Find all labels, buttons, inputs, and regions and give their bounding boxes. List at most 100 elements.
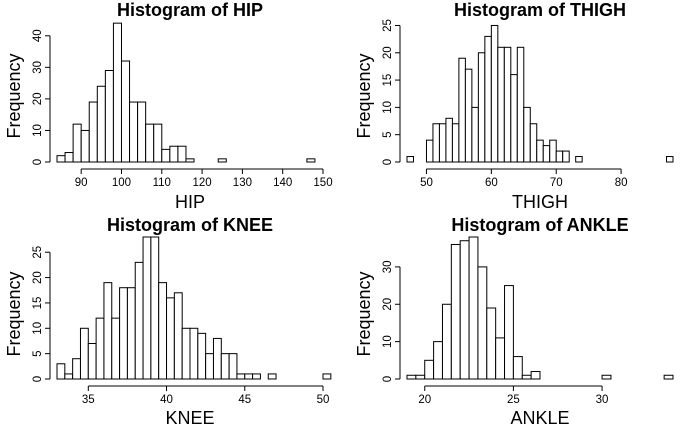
histogram-bar (510, 74, 518, 163)
y-tick-label: 40 (32, 29, 44, 42)
y-tick-label: 25 (32, 246, 44, 259)
histogram-bar (666, 156, 674, 163)
x-tick-label: 100 (112, 177, 131, 189)
histogram-bar (322, 373, 332, 380)
histogram-bar (189, 327, 199, 380)
panel-knee: Histogram of KNEE KNEE Frequency 35 40 45 5… (4, 215, 332, 428)
histogram-bar (244, 373, 254, 380)
x-tick-label: 45 (238, 394, 251, 406)
x-axis-label: HIP (175, 192, 205, 212)
histogram-bar (129, 101, 139, 163)
x-axis-label: ANKLE (510, 408, 569, 428)
y-tick-label: 15 (32, 297, 44, 310)
y-axis: 0 10 20 30 40 (32, 29, 51, 165)
chart-title: Histogram of THIGH (454, 0, 626, 20)
histogram-bar (490, 24, 499, 163)
y-tick-label: 20 (32, 271, 44, 284)
histogram-bar (529, 123, 538, 163)
histogram-bar (575, 156, 583, 163)
histogram-bar (432, 123, 440, 163)
histogram-bar (425, 139, 434, 163)
bars (56, 22, 316, 163)
histogram-bar (406, 374, 417, 380)
x-tick-label: 150 (313, 177, 332, 189)
histogram-bar (438, 123, 447, 163)
histogram-bar (236, 373, 246, 380)
y-tick-label: 10 (32, 124, 44, 137)
panel-ankle: Histogram of ANKLE ANKLE Frequency 20 25 3… (354, 215, 674, 428)
histogram-bar (536, 139, 544, 163)
x-tick-label: 130 (233, 177, 252, 189)
y-axis-label: Frequency (354, 53, 374, 138)
histogram-bar (145, 123, 155, 163)
x-axis: 35 40 45 50 (82, 385, 329, 406)
histogram-bar (306, 158, 316, 163)
x-axis: 20 25 30 (418, 385, 609, 406)
panel-thigh: Histogram of THIGH THIGH Frequency 50 60 7… (354, 0, 674, 212)
histogram-bar (458, 57, 466, 163)
histogram-bar (464, 68, 473, 163)
histogram-bar (185, 158, 195, 163)
chart-title: Histogram of KNEE (107, 215, 273, 235)
y-tick-label: 20 (32, 92, 44, 105)
histogram-bar (169, 145, 179, 163)
histogram-bar (562, 150, 570, 163)
x-tick-label: 90 (75, 177, 88, 189)
histogram-bar (64, 152, 74, 163)
panel-hip: Histogram of HIP HIP Frequency 90 100 110 1… (4, 0, 333, 212)
histogram-bar (503, 46, 512, 163)
x-axis: 50 60 70 80 (420, 168, 627, 189)
histogram-bar (142, 236, 152, 380)
y-tick-label: 30 (382, 260, 394, 273)
y-tick-label: 10 (382, 101, 394, 114)
histogram-bar (103, 282, 113, 380)
histogram-bar (173, 292, 183, 380)
histogram-bar (484, 35, 492, 163)
y-tick-label: 10 (32, 322, 44, 335)
histogram-bar (459, 240, 470, 380)
y-tick-label: 0 (32, 376, 44, 382)
histogram-bar (134, 261, 144, 380)
x-axis-label: THIGH (512, 192, 568, 212)
y-axis: 0 5 10 15 20 25 (32, 246, 51, 382)
histogram-bar (663, 374, 674, 380)
chart-title: Histogram of ANKLE (451, 215, 628, 235)
x-tick-label: 30 (596, 394, 609, 406)
histogram-bar (504, 285, 514, 380)
histogram-bar (80, 129, 90, 163)
chart-title: Histogram of HIP (117, 0, 263, 20)
histogram-bar (512, 356, 523, 380)
histogram-bar (220, 353, 230, 380)
histogram-bar (88, 101, 98, 163)
histogram-bar (72, 358, 81, 380)
x-tick-label: 70 (550, 177, 563, 189)
histogram-bar (521, 374, 532, 380)
y-tick-label: 0 (382, 159, 394, 165)
histogram-bar (79, 327, 89, 380)
histogram-bar (137, 101, 147, 163)
histogram-bar (158, 282, 168, 380)
histogram-bar (95, 317, 105, 380)
y-tick-label: 20 (382, 46, 394, 59)
histogram-bar (205, 353, 214, 380)
x-tick-label: 35 (82, 394, 95, 406)
histogram-bar (497, 46, 505, 163)
bars (406, 236, 674, 380)
histogram-bar (181, 327, 191, 380)
histogram-bar (523, 106, 531, 163)
histogram-bar (424, 359, 435, 380)
histogram-bar (161, 148, 171, 163)
x-tick-label: 50 (420, 177, 433, 189)
histogram-bar (120, 60, 131, 163)
histogram-bar (477, 52, 486, 163)
histogram-bar (471, 106, 479, 163)
histogram-bar (166, 297, 175, 380)
x-axis-label: KNEE (165, 408, 214, 428)
y-axis: 0 10 20 30 (382, 260, 401, 382)
histogram-bar (119, 287, 128, 380)
histogram-bar (495, 337, 506, 380)
histogram-bar (197, 332, 207, 380)
histogram-bar (56, 155, 66, 163)
y-tick-label: 0 (382, 376, 394, 382)
